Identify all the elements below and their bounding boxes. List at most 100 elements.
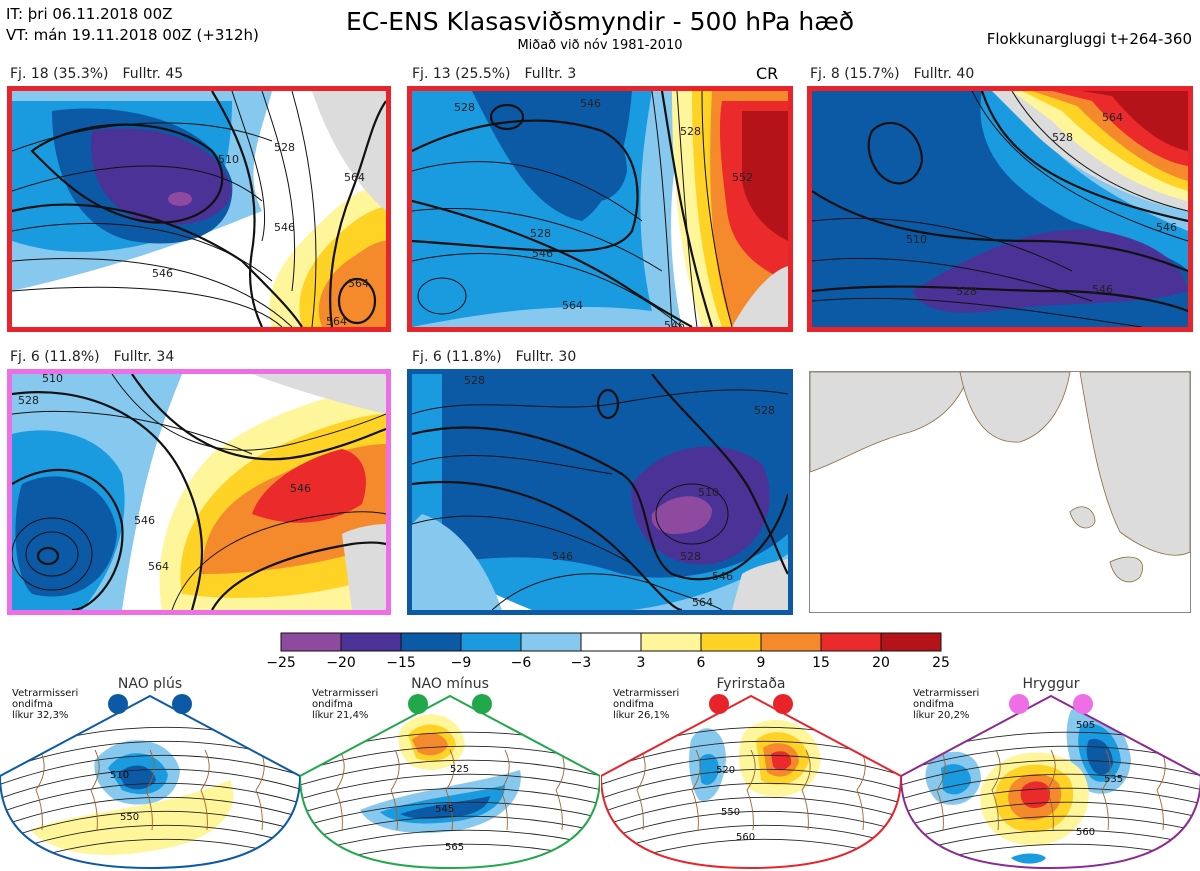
coastline [500, 749, 510, 831]
regime-contour-label: 510 [110, 770, 129, 781]
regime-note-line: ondifma [312, 699, 353, 710]
colorbar-tick-label: −20 [326, 655, 356, 671]
colorbar-tick-label: −9 [450, 655, 472, 671]
regime-contour-label: 550 [120, 812, 139, 823]
colorbar-tick-label: 15 [812, 655, 830, 671]
regime-note-line: líkur 21,4% [312, 710, 369, 721]
colorbar-swatch [460, 632, 522, 652]
p5-contour-label: 546 [552, 550, 573, 563]
regime-outline [601, 694, 901, 870]
colorbar-tick-label: −25 [266, 655, 296, 671]
p2-contour-label: 528 [530, 227, 551, 240]
coastline [1156, 749, 1166, 831]
p2-contour-label: 564 [562, 299, 583, 312]
coastline [991, 749, 1001, 831]
coastline [636, 749, 646, 831]
regime-marker-dot [1009, 694, 1029, 714]
header-info: IT: þri 06.11.2018 00Z VT: mán 19.11.201… [6, 4, 259, 46]
regime-marker-dot [1073, 694, 1093, 714]
colorbar-swatch [280, 632, 342, 652]
coastline [691, 749, 701, 831]
panel-2-label: Fj. 13 (25.5%) Fulltr. 3 [412, 66, 590, 82]
anomaly-region [400, 796, 490, 819]
regime-map: 525 545 565 [300, 694, 600, 870]
page-title: EC-ENS Klasasviðsmyndir - 500 hPa hæð [345, 7, 855, 36]
regime-marker-dot [773, 694, 793, 714]
regime-outline [901, 694, 1200, 870]
regime-title: NAO mínus [411, 676, 489, 692]
coastline [801, 749, 811, 831]
page-subtitle: Miðað við nóv 1981-2010 [517, 38, 683, 53]
p2-contour-label: 546 [664, 319, 685, 327]
p5-contour-label: 510 [698, 486, 719, 499]
colorbar-tick-label: −6 [510, 655, 532, 671]
p3-contour-label: 528 [1052, 131, 1073, 144]
coastline [255, 749, 265, 831]
height-contour [300, 773, 600, 803]
regime-note: Vetrarmisseri ondifma líkur 32,3% [12, 688, 78, 721]
regime-note-line: líkur 32,3% [12, 710, 69, 721]
panel-4-label: Fj. 6 (11.8%) Fulltr. 34 [10, 349, 188, 365]
colorbar-swatch [580, 632, 642, 652]
regime-contour-label: 565 [445, 842, 464, 853]
cluster-map-3: 510 528 546 528 564 546 [807, 86, 1193, 332]
p4-contour-label: 564 [148, 560, 169, 573]
coastline [145, 749, 155, 831]
p3-contour-label: 564 [1102, 111, 1123, 124]
panel-4-repr: Fulltr. 34 [113, 349, 175, 365]
height-contour [601, 754, 901, 789]
regime-contour-label: 525 [450, 764, 469, 775]
regime-outline [0, 694, 300, 870]
regime-contour-label: 520 [716, 765, 735, 776]
p2-contour-label: 552 [732, 171, 753, 184]
regime-title: Hryggur [1022, 676, 1080, 692]
reference-map [809, 371, 1191, 613]
p1-contour-label: 546 [274, 221, 295, 234]
cluster-map-5: 528 510 546 528 546 564 528 [407, 369, 793, 615]
coastline [445, 749, 455, 831]
regime-note-line: ondifma [12, 699, 53, 710]
regime-title: Fyrirstaða [716, 676, 786, 692]
regime-title: NAO plús [117, 676, 183, 692]
regime-note: Vetrarmisseri ondifma líkur 20,2% [913, 688, 979, 721]
regime-note: Vetrarmisseri ondifma líkur 26,1% [613, 688, 679, 721]
anomaly-region [30, 780, 234, 855]
regime-map: 510 550 [0, 694, 300, 870]
p1-contour-label: 546 [152, 267, 173, 280]
p3-contour-label: 528 [956, 285, 977, 298]
coastline [746, 749, 756, 831]
regime-marker-dot [172, 694, 192, 714]
height-contour [601, 768, 901, 803]
height-contour [0, 768, 300, 803]
colorbar-swatch [880, 632, 942, 652]
height-contour [601, 796, 901, 831]
height-contour [300, 759, 600, 789]
height-contour [0, 810, 300, 845]
panel-2-tag: CR [756, 64, 779, 83]
panel-1-fj: Fj. 18 (35.3%) [10, 66, 109, 82]
colorbar-tick-label: 6 [696, 655, 706, 671]
regime-contour-label: 505 [1076, 720, 1095, 731]
colorbar-swatches [280, 632, 942, 652]
colorbar-swatch [760, 632, 822, 652]
colorbar-tick-label: 20 [872, 655, 890, 671]
coastline [555, 749, 565, 831]
coastline [200, 749, 210, 831]
p3-contour-label: 510 [906, 233, 927, 246]
p3-contour-label: 546 [1092, 283, 1113, 296]
panel-2-repr: Fulltr. 3 [524, 66, 577, 82]
colorbar-swatch [520, 632, 582, 652]
coastline [856, 749, 866, 831]
anomaly-region [1020, 781, 1051, 808]
panel-3-label: Fj. 8 (15.7%) Fulltr. 40 [810, 66, 988, 82]
regime-marker-dot [408, 694, 428, 714]
colorbar-tick-label: −15 [386, 655, 416, 671]
panel-2-fj: Fj. 13 (25.5%) [412, 66, 511, 82]
panel-5-repr: Fulltr. 30 [515, 349, 577, 365]
p1-contour-label: 564 [348, 277, 369, 290]
regime-note-line: Vetrarmisseri [913, 688, 980, 699]
anomaly-region [1011, 853, 1046, 864]
anomaly-region [699, 754, 719, 785]
colorbar-swatch [400, 632, 462, 652]
colorbar-tick-label: 9 [756, 655, 766, 671]
